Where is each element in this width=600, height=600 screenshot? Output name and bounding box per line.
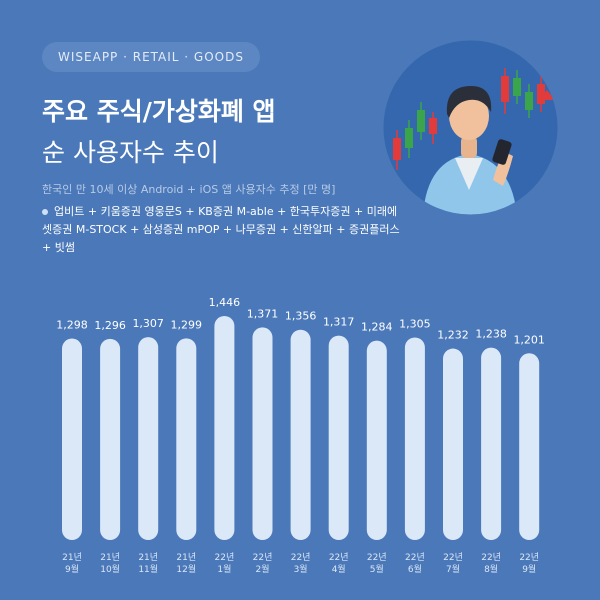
- value-label-10: 1,232: [437, 329, 469, 342]
- x-tick-label-4-0: 22년: [215, 552, 235, 563]
- x-tick-label-10-0: 22년: [443, 552, 463, 563]
- bar-7: [328, 335, 349, 540]
- x-tick-label-9-0: 22년: [405, 552, 425, 563]
- value-label-0: 1,298: [56, 319, 88, 332]
- candlestick-icon: [393, 68, 555, 170]
- bar-3: [176, 338, 197, 540]
- value-label-8: 1,284: [361, 321, 393, 334]
- value-label-3: 1,299: [171, 318, 203, 331]
- bar-5: [252, 327, 273, 540]
- bar-2: [138, 337, 159, 540]
- x-tick-label-0-0: 21년: [62, 552, 82, 563]
- value-label-11: 1,238: [475, 328, 507, 341]
- value-label-7: 1,317: [323, 316, 355, 329]
- bar-8: [366, 340, 387, 540]
- value-label-1: 1,296: [94, 319, 126, 332]
- x-tick-label-2-0: 21년: [138, 552, 158, 563]
- person-icon: [423, 86, 517, 215]
- value-label-6: 1,356: [285, 310, 317, 323]
- x-tick-label-1-0: 21년: [100, 552, 120, 563]
- x-tick-label-4-1: 1월: [217, 563, 231, 575]
- x-tick-label-8-1: 5월: [370, 563, 384, 575]
- legend: 업비트 + 키움증권 영웅문S + KB증권 M-able + 한국투자증권 +…: [42, 203, 402, 257]
- x-tick-label-12-0: 22년: [519, 552, 539, 563]
- x-tick-label-9-1: 6월: [408, 563, 422, 575]
- bar-1: [100, 338, 121, 540]
- value-label-12: 1,201: [513, 333, 545, 346]
- x-tick-label-7-1: 4월: [332, 563, 346, 575]
- x-tick-label-0-1: 9월: [65, 563, 79, 575]
- x-tick-label-2-1: 11월: [138, 563, 158, 575]
- x-tick-label-12-1: 9월: [522, 563, 536, 575]
- x-tick-label-5-0: 22년: [253, 552, 273, 563]
- x-tick-label-1-1: 10월: [100, 563, 120, 575]
- bar-12: [519, 353, 540, 540]
- x-tick-label-11-0: 22년: [481, 552, 501, 563]
- bar-0: [62, 338, 82, 540]
- x-tick-label-3-0: 21년: [176, 552, 196, 563]
- legend-text: 업비트 + 키움증권 영웅문S + KB증권 M-able + 한국투자증권 +…: [42, 205, 400, 254]
- person-with-smartphone-illustration: [383, 40, 558, 215]
- x-tick-label-3-1: 12월: [176, 563, 196, 575]
- brand-pill: WISEAPP · RETAIL · GOODS: [42, 42, 260, 72]
- value-label-2: 1,307: [132, 317, 164, 330]
- x-tick-label-11-1: 8월: [484, 563, 498, 575]
- bar-11: [481, 347, 502, 540]
- x-tick-label-7-0: 22년: [329, 552, 349, 563]
- bar-9: [404, 337, 425, 540]
- page-title: 주요 주식/가상화폐 앱: [42, 97, 276, 126]
- x-tick-label-8-0: 22년: [367, 552, 387, 563]
- x-tick-label-5-1: 2월: [255, 563, 269, 575]
- bar-6: [290, 329, 311, 540]
- chart-description: 한국인 만 10세 이상 Android + iOS 앱 사용자수 추정 [만 …: [42, 183, 336, 196]
- legend-bullet-icon: [42, 209, 48, 215]
- x-tick-label-10-1: 7월: [446, 563, 460, 575]
- value-label-4: 1,446: [209, 296, 241, 309]
- page-subtitle-title: 순 사용자수 추이: [42, 138, 219, 167]
- x-tick-label-6-1: 3월: [294, 563, 308, 575]
- value-label-5: 1,371: [247, 307, 279, 320]
- value-label-9: 1,305: [399, 317, 431, 330]
- bar-4: [214, 316, 235, 540]
- x-tick-label-6-0: 22년: [291, 552, 311, 563]
- bar-chart: 1,29821년9월1,29621년10월1,30721년11월1,29921년…: [56, 296, 545, 575]
- bar-10: [443, 348, 463, 540]
